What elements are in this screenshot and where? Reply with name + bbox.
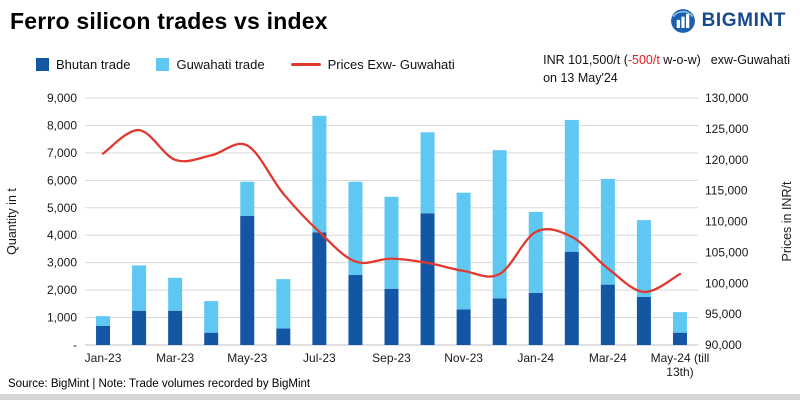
price-annotation-suffix: w-o-w) [659,53,701,67]
svg-text:Mar-23: Mar-23 [156,351,194,365]
price-annotation-region: exw-Guwahati [710,53,790,67]
guwahati-swatch-icon [156,58,170,71]
price-annotation-prefix: INR 101,500/t ( [543,53,628,67]
svg-text:2,000: 2,000 [47,283,77,297]
svg-text:Jan-23: Jan-23 [85,351,122,365]
svg-text:4,000: 4,000 [47,228,77,242]
svg-text:Sep-23: Sep-23 [372,351,411,365]
price-annotation-line1: INR 101,500/t (-500/t w-o-w) [543,52,701,70]
svg-text:Nov-23: Nov-23 [444,351,483,365]
svg-text:120,000: 120,000 [705,153,749,167]
source-note: Source: BigMint | Note: Trade volumes re… [8,378,311,390]
svg-text:May-23: May-23 [227,351,267,365]
svg-text:1,000: 1,000 [47,311,77,325]
legend-item-prices: Prices Exw- Guwahati [290,57,455,72]
legend-item-bhutan: Bhutan trade [36,57,130,72]
svg-text:Mar-24: Mar-24 [589,351,627,365]
bigmint-logo-icon [670,9,695,33]
svg-text:Jul-23: Jul-23 [303,351,336,365]
svg-text:7,000: 7,000 [47,146,77,160]
svg-text:Prices in INR/t: Prices in INR/t [780,181,794,261]
svg-text:130,000: 130,000 [705,91,749,105]
legend-label-bhutan: Bhutan trade [56,57,131,72]
legend-item-guwahati: Guwahati trade [156,57,265,72]
svg-text:95,000: 95,000 [705,307,742,321]
legend-label-prices: Prices Exw- Guwahati [327,57,455,72]
bottom-strip [0,394,800,400]
svg-text:105,000: 105,000 [705,245,749,259]
svg-text:Quantity in t: Quantity in t [5,188,19,255]
svg-text:6,000: 6,000 [47,173,77,187]
bigmint-logo: BIGMINT [670,8,786,34]
svg-text:110,000: 110,000 [705,215,748,229]
legend: Bhutan trade Guwahati trade Prices Exw- … [36,57,455,72]
bhutan-swatch-icon [36,58,49,71]
svg-text:3,000: 3,000 [47,256,77,270]
price-annotation-date: on 13 May'24 [543,70,618,85]
svg-text:8,000: 8,000 [47,118,77,132]
svg-text:125,000: 125,000 [705,122,749,136]
svg-text:Jan-24: Jan-24 [517,351,554,365]
price-annotation-delta: -500/t [627,53,660,67]
svg-text:-: - [73,338,77,352]
svg-text:115,000: 115,000 [705,184,748,198]
chart-canvas: 9,000 8,000 7,000 6,000 5,000 4,000 3,000 2,000… [5,91,794,379]
svg-text:90,000: 90,000 [705,338,742,352]
legend-label-guwahati: Guwahati trade [176,57,265,72]
svg-text:100,000: 100,000 [705,276,749,290]
price-annotation-main: INR 101,500/t (-500/t w-o-w) on 13 May'2… [543,52,701,87]
svg-text:5,000: 5,000 [47,201,77,215]
bigmint-logo-text: BIGMINT [701,10,786,31]
chart-title: Ferro silicon trades vs index [10,8,328,34]
price-line-swatch-icon [290,63,321,66]
svg-text:9,000: 9,000 [47,91,77,105]
price-annotation: INR 101,500/t (-500/t w-o-w) on 13 May'2… [543,52,790,87]
